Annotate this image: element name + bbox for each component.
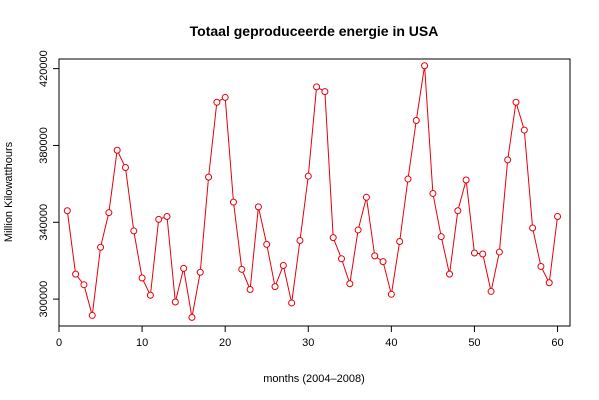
data-point xyxy=(296,237,304,245)
data-point xyxy=(387,290,395,298)
data-point xyxy=(495,248,503,256)
data-point xyxy=(554,213,562,221)
x-tick-label: 20 xyxy=(219,337,231,349)
data-point xyxy=(338,255,346,263)
data-point xyxy=(188,313,196,321)
data-point xyxy=(379,258,387,266)
data-point xyxy=(138,274,146,282)
data-point xyxy=(529,224,537,232)
data-point xyxy=(346,280,354,288)
data-point xyxy=(329,234,337,242)
data-point xyxy=(105,209,113,217)
data-point xyxy=(437,233,445,241)
data-point xyxy=(254,203,262,211)
data-point xyxy=(213,98,221,106)
data-point xyxy=(155,215,163,223)
data-point xyxy=(279,261,287,269)
y-axis: 300000 340000 380000 420000 xyxy=(38,50,59,317)
x-axis: 0 10 20 30 40 50 60 xyxy=(56,326,564,349)
x-axis-label: months (2004–2008) xyxy=(263,373,365,385)
data-point xyxy=(229,198,237,206)
series-energy xyxy=(63,62,562,321)
data-point xyxy=(421,62,429,70)
data-point xyxy=(80,281,88,289)
data-point xyxy=(97,243,105,251)
data-point xyxy=(371,252,379,260)
data-point xyxy=(313,83,321,91)
data-point xyxy=(520,126,528,134)
data-point xyxy=(88,311,96,319)
data-point xyxy=(72,270,80,278)
x-tick-label: 40 xyxy=(385,337,397,349)
data-point xyxy=(537,262,545,270)
y-tick-label: 380000 xyxy=(38,127,50,164)
data-point xyxy=(462,176,470,184)
data-point xyxy=(470,249,478,257)
x-tick-label: 0 xyxy=(56,337,62,349)
data-point xyxy=(446,270,454,278)
data-point xyxy=(130,227,138,235)
data-point xyxy=(146,291,154,299)
data-point xyxy=(238,265,246,273)
data-point xyxy=(454,207,462,215)
x-tick-label: 60 xyxy=(551,337,563,349)
y-tick-label: 300000 xyxy=(38,281,50,318)
data-point xyxy=(171,298,179,306)
data-point xyxy=(163,213,171,221)
plot-frame xyxy=(58,58,571,327)
data-point xyxy=(246,286,254,294)
data-point xyxy=(221,93,229,101)
data-point xyxy=(404,175,412,183)
data-point xyxy=(412,116,420,124)
data-point xyxy=(487,287,495,295)
data-point xyxy=(263,240,271,248)
data-point xyxy=(196,268,204,276)
data-point xyxy=(429,189,437,197)
y-tick-label: 340000 xyxy=(38,204,50,241)
x-tick-label: 10 xyxy=(136,337,148,349)
data-point xyxy=(271,283,279,291)
chart-title: Totaal geproduceerde energie in USA xyxy=(190,23,439,39)
data-point xyxy=(113,146,121,154)
x-tick-label: 30 xyxy=(302,337,314,349)
data-point xyxy=(545,279,553,287)
data-point xyxy=(304,172,312,180)
data-point xyxy=(512,98,520,106)
data-point xyxy=(63,207,71,215)
data-point xyxy=(205,173,213,181)
y-axis-label: Million Kilowatthours xyxy=(3,141,15,242)
data-point xyxy=(354,226,362,234)
y-tick-label: 420000 xyxy=(38,50,50,87)
x-tick-label: 50 xyxy=(468,337,480,349)
data-point xyxy=(180,264,188,272)
data-point xyxy=(288,299,296,307)
data-point xyxy=(396,237,404,245)
data-point xyxy=(479,250,487,258)
data-point xyxy=(362,193,370,201)
data-point xyxy=(504,156,512,164)
data-point xyxy=(321,88,329,96)
data-point xyxy=(121,164,129,172)
